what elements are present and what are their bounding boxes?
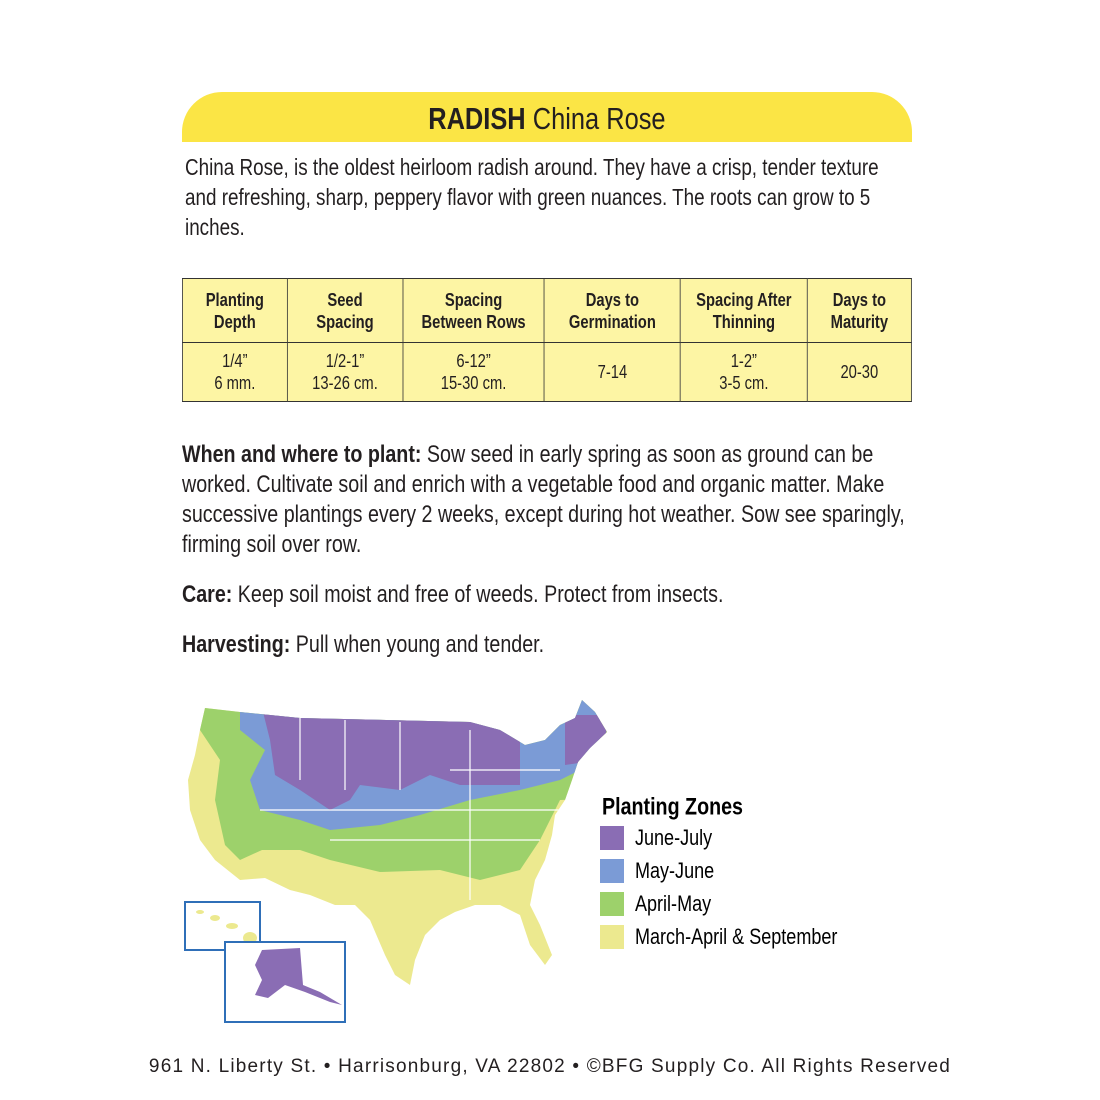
sections: When and where to plant: Sow seed in ear… (182, 440, 912, 680)
description: China Rose, is the oldest heirloom radis… (185, 154, 879, 240)
us-map (188, 700, 607, 985)
legend-label: March-April & September (635, 925, 838, 949)
footer: 961 N. Liberty St. • Harrisonburg, VA 22… (148, 1056, 952, 1077)
hawaii-box (184, 901, 261, 951)
table-cell: 20-30 (806, 342, 912, 402)
legend-label: April-May (635, 892, 712, 916)
section-label: Care: (182, 581, 233, 608)
section-label: Harvesting: (182, 631, 291, 658)
legend-label: May-June (635, 859, 714, 883)
title-rest: China Rose (532, 101, 666, 136)
table-row: 1/4” 6 mm. 1/2-1” 13-26 cm. 6-12” 15-30 cm… (182, 342, 912, 402)
section-label: When and where to plant: (182, 441, 422, 468)
header-bar (182, 92, 912, 142)
section-text: Keep soil moist and free of weeds. Prote… (237, 581, 724, 608)
section: Care: Keep soil moist and free of weeds.… (182, 580, 912, 610)
hawaii (196, 910, 257, 944)
table-header: Seed Spacing (286, 278, 404, 343)
legend-title: Planting Zones (602, 792, 743, 819)
table-cell: 7-14 (543, 342, 681, 402)
section-text: Pull when young and tender. (295, 631, 545, 658)
legend-swatch (600, 892, 624, 916)
table-cell: 1/2-1” 13-26 cm. (286, 342, 404, 402)
growing-table: Planting Depth Seed Spacing Spacing Betwee… (182, 278, 912, 402)
table-header: Days to Maturity (806, 278, 912, 343)
table-header: Spacing After Thinning (679, 278, 808, 343)
title: RADISH China Rose (182, 92, 912, 142)
legend: June-July May-June April-May March-April & … (600, 826, 838, 949)
section: When and where to plant: Sow seed in ear… (182, 440, 912, 560)
table-header: Spacing Between Rows (402, 278, 545, 343)
state-lines (260, 718, 560, 900)
legend-label: June-July (635, 826, 713, 850)
legend-swatch (600, 859, 624, 883)
table-cell: 6-12” 15-30 cm. (402, 342, 545, 402)
zone-area (260, 700, 607, 810)
title-bold: RADISH (428, 101, 526, 136)
table-header-row: Planting Depth Seed Spacing Spacing Betwee… (182, 278, 912, 343)
section-text: Sow seed in early spring as soon as grou… (182, 441, 905, 558)
zone-map: Planting Zones June-July May-June April-Ma… (184, 700, 838, 1023)
table-header: Planting Depth (182, 278, 288, 343)
legend-swatch (600, 925, 624, 949)
section: Harvesting: Pull when young and tender. (182, 630, 912, 660)
alaska (255, 948, 342, 1005)
legend-swatch (600, 826, 624, 850)
table-cell: 1/4” 6 mm. (182, 342, 288, 402)
table-header: Days to Germination (543, 278, 681, 343)
table-cell: 1-2” 3-5 cm. (679, 342, 808, 402)
